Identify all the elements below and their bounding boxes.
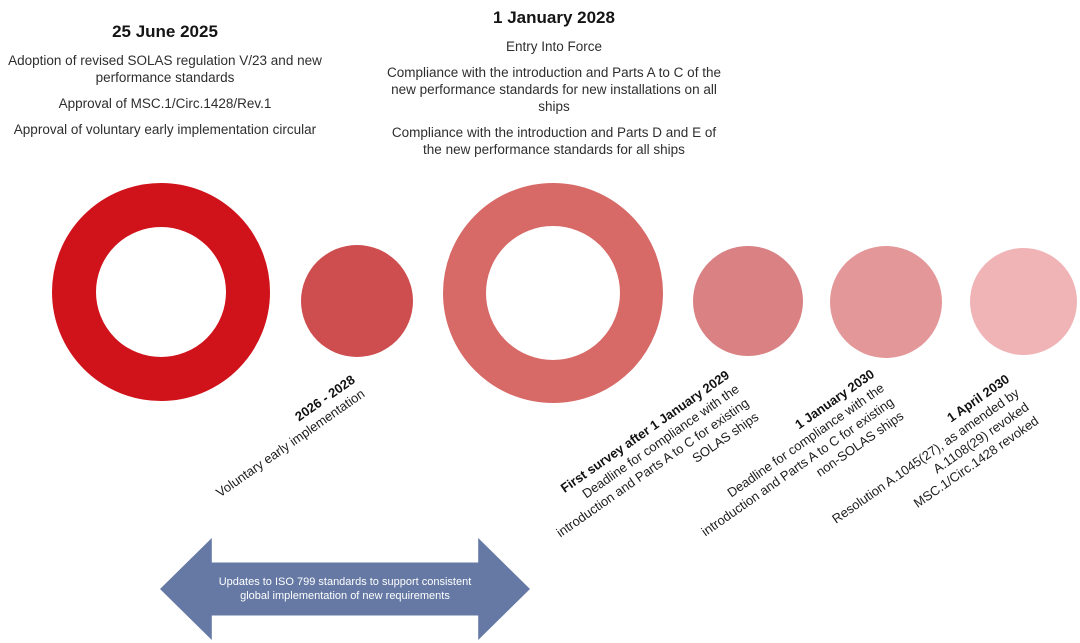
label-line: Voluntary early implementation (213, 385, 368, 501)
milestone-2028-block: 1 January 2028 Entry Into Force Complian… (385, 8, 723, 167)
timeline-circle-2026-2028-voluntary (301, 245, 413, 357)
arrow-text-line: global implementation of new requirement… (240, 590, 450, 602)
arrow-text-line: Updates to ISO 799 standards to support … (218, 576, 472, 588)
timeline-ring-2028-entry-into-force (443, 183, 663, 403)
timeline-ring-2025-adoption (52, 183, 270, 401)
milestone-2025-item-circ-approval: Approval of MSC.1/Circ.1428/Rev.1 (58, 96, 272, 111)
arrow-text: Updates to ISO 799 standards to support … (160, 575, 530, 603)
timeline-circle-2030-april (970, 248, 1077, 355)
milestone-2028-item-parts-a-c: Compliance with the introduction and Par… (387, 65, 721, 114)
milestone-2025-block: 25 June 2025 Adoption of revised SOLAS r… (0, 22, 330, 147)
entry-into-force-subtitle: Entry Into Force (505, 39, 603, 54)
timeline-circle-2029-first-survey (693, 246, 803, 356)
timeline-circle-2030-january (830, 246, 942, 358)
milestone-2028-date: 1 January 2028 (493, 8, 615, 27)
iso-update-arrow: Updates to ISO 799 standards to support … (160, 538, 530, 640)
milestone-2025-item-adoption: Adoption of revised SOLAS regulation V/2… (8, 53, 322, 85)
milestone-2025-date: 25 June 2025 (112, 22, 218, 41)
milestone-2025-item-voluntary-circular: Approval of voluntary early implementati… (13, 122, 317, 137)
milestone-2028-item-parts-d-e: Compliance with the introduction and Par… (391, 125, 717, 157)
